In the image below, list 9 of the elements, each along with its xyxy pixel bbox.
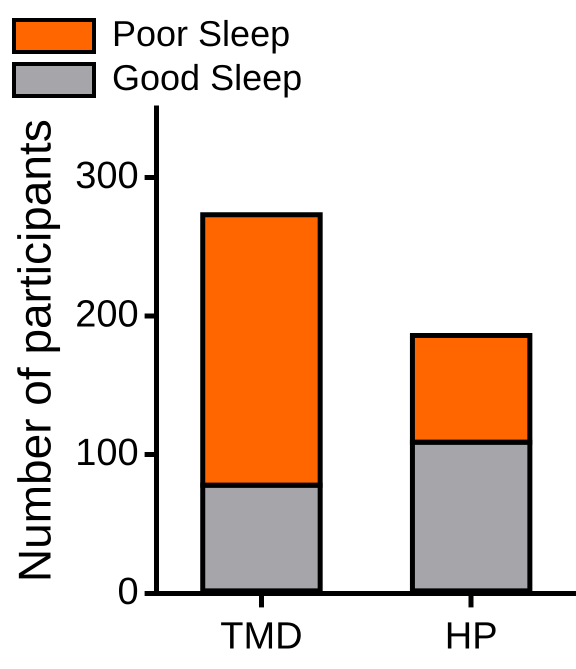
x-tick-label: HP	[444, 616, 498, 658]
y-tick-label: 200	[75, 294, 139, 336]
legend-label: Poor Sleep	[112, 12, 290, 54]
legend-label: Good Sleep	[112, 56, 302, 98]
y-tick-label: 300	[75, 154, 139, 197]
y-tick-label: 0	[117, 570, 139, 613]
y-axis-title: Number of participants	[8, 119, 60, 582]
y-tick-label: 100	[75, 432, 139, 474]
x-tick-label: TMD	[220, 616, 303, 658]
